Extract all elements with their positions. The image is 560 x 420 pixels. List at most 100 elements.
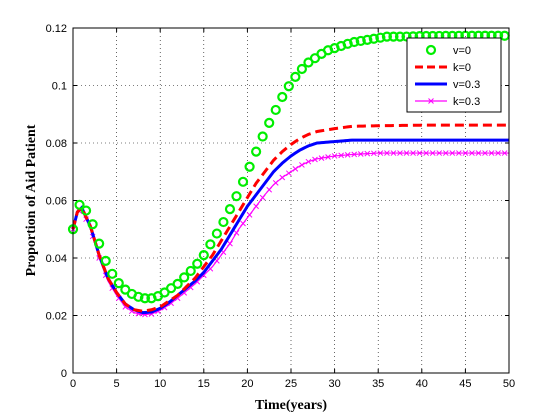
data-point (285, 170, 292, 177)
legend: v=0 k=0 v=0.3 k=0.3 (406, 37, 502, 113)
data-point (362, 34, 373, 45)
legend-item: k=0 (415, 62, 471, 74)
data-point (296, 63, 307, 75)
x-tick-label: 45 (459, 378, 471, 390)
data-point (192, 258, 203, 269)
data-point (394, 31, 406, 42)
data-point (244, 161, 255, 172)
data-point (449, 150, 456, 156)
x-tick-label: 10 (154, 378, 166, 390)
legend-label: v=0.3 (453, 79, 480, 91)
data-point (370, 150, 377, 157)
y-tick-label: 0.02 (46, 311, 67, 323)
data-point (290, 71, 301, 82)
legend-marker (425, 44, 437, 56)
ticks: 0 5 10 15 20 25 30 35 40 45 50 0 0.02 0.04 0.06 0.08 0.1… (46, 23, 516, 390)
data-point (227, 240, 233, 247)
legend-box (406, 37, 502, 113)
data-point (253, 203, 259, 210)
data-point (377, 150, 384, 156)
data-point (251, 146, 262, 157)
data-point (87, 219, 98, 230)
data-point (211, 228, 222, 239)
data-point (231, 191, 242, 202)
data-point (462, 150, 469, 156)
data-point (416, 150, 423, 156)
data-point (139, 293, 151, 304)
y-axis-label: Proportion of Aid Patient (24, 124, 39, 276)
data-point (351, 151, 358, 158)
data-point (381, 31, 393, 42)
data-point (442, 150, 449, 156)
data-point (133, 291, 144, 302)
data-point (488, 150, 495, 156)
x-tick-label: 20 (241, 378, 253, 390)
legend-item: k=0.3 (415, 96, 480, 108)
x-tick-label: 50 (503, 378, 515, 390)
data-point (279, 174, 286, 181)
data-point (355, 35, 366, 47)
data-point (429, 150, 436, 156)
series-v-0-3 (71, 138, 509, 315)
data-point (331, 153, 338, 159)
y-tick-label: 0 (61, 368, 67, 380)
x-tick-label: 40 (416, 378, 428, 390)
data-point (257, 131, 268, 142)
data-point (364, 150, 371, 157)
data-point (233, 229, 240, 236)
data-point (283, 81, 294, 92)
legend-label: k=0.3 (453, 96, 480, 108)
legend-item: v=0.3 (415, 79, 480, 91)
y-tick-label: 0.08 (46, 138, 67, 150)
data-point (299, 162, 305, 168)
x-tick-label: 25 (285, 378, 297, 390)
data-point (312, 156, 318, 163)
x-tick-label: 15 (198, 378, 210, 390)
legend-marker (428, 98, 434, 104)
data-point (318, 155, 325, 161)
data-point (264, 117, 275, 128)
y-tick-label: 0.04 (46, 253, 67, 265)
data-point (266, 186, 273, 193)
legend-item: v=0 (425, 44, 471, 57)
data-point (325, 154, 331, 160)
data-point (237, 176, 249, 187)
data-point (423, 150, 430, 156)
series-line (71, 123, 509, 313)
data-point (185, 265, 196, 277)
data-point (100, 255, 111, 266)
y-tick-label: 0.1 (52, 81, 67, 93)
data-point (277, 91, 288, 103)
data-point (344, 152, 351, 158)
x-tick-label: 35 (372, 378, 384, 390)
data-point (224, 204, 236, 215)
data-point (107, 268, 118, 279)
data-point (410, 150, 416, 156)
data-point (198, 250, 209, 261)
data-point (240, 220, 246, 227)
data-point (436, 150, 443, 156)
data-point (495, 150, 501, 156)
data-point (292, 166, 299, 172)
x-tick-label: 30 (328, 378, 340, 390)
data-point (338, 152, 344, 159)
data-point (80, 205, 92, 216)
data-point (218, 216, 229, 228)
data-point (349, 36, 360, 48)
data-point (388, 31, 399, 42)
data-point (357, 151, 364, 157)
data-point (482, 150, 488, 156)
legend-label: k=0 (453, 62, 471, 74)
legend-label: v=0 (453, 45, 471, 57)
data-point (397, 150, 403, 156)
data-point (172, 278, 183, 289)
series-layer (67, 30, 510, 318)
data-point (270, 104, 281, 116)
data-point (272, 180, 279, 186)
data-point (259, 194, 266, 201)
data-point (246, 212, 253, 218)
data-point (375, 32, 386, 43)
data-point (94, 238, 105, 249)
y-tick-label: 0.06 (46, 196, 67, 208)
data-point (205, 239, 216, 250)
